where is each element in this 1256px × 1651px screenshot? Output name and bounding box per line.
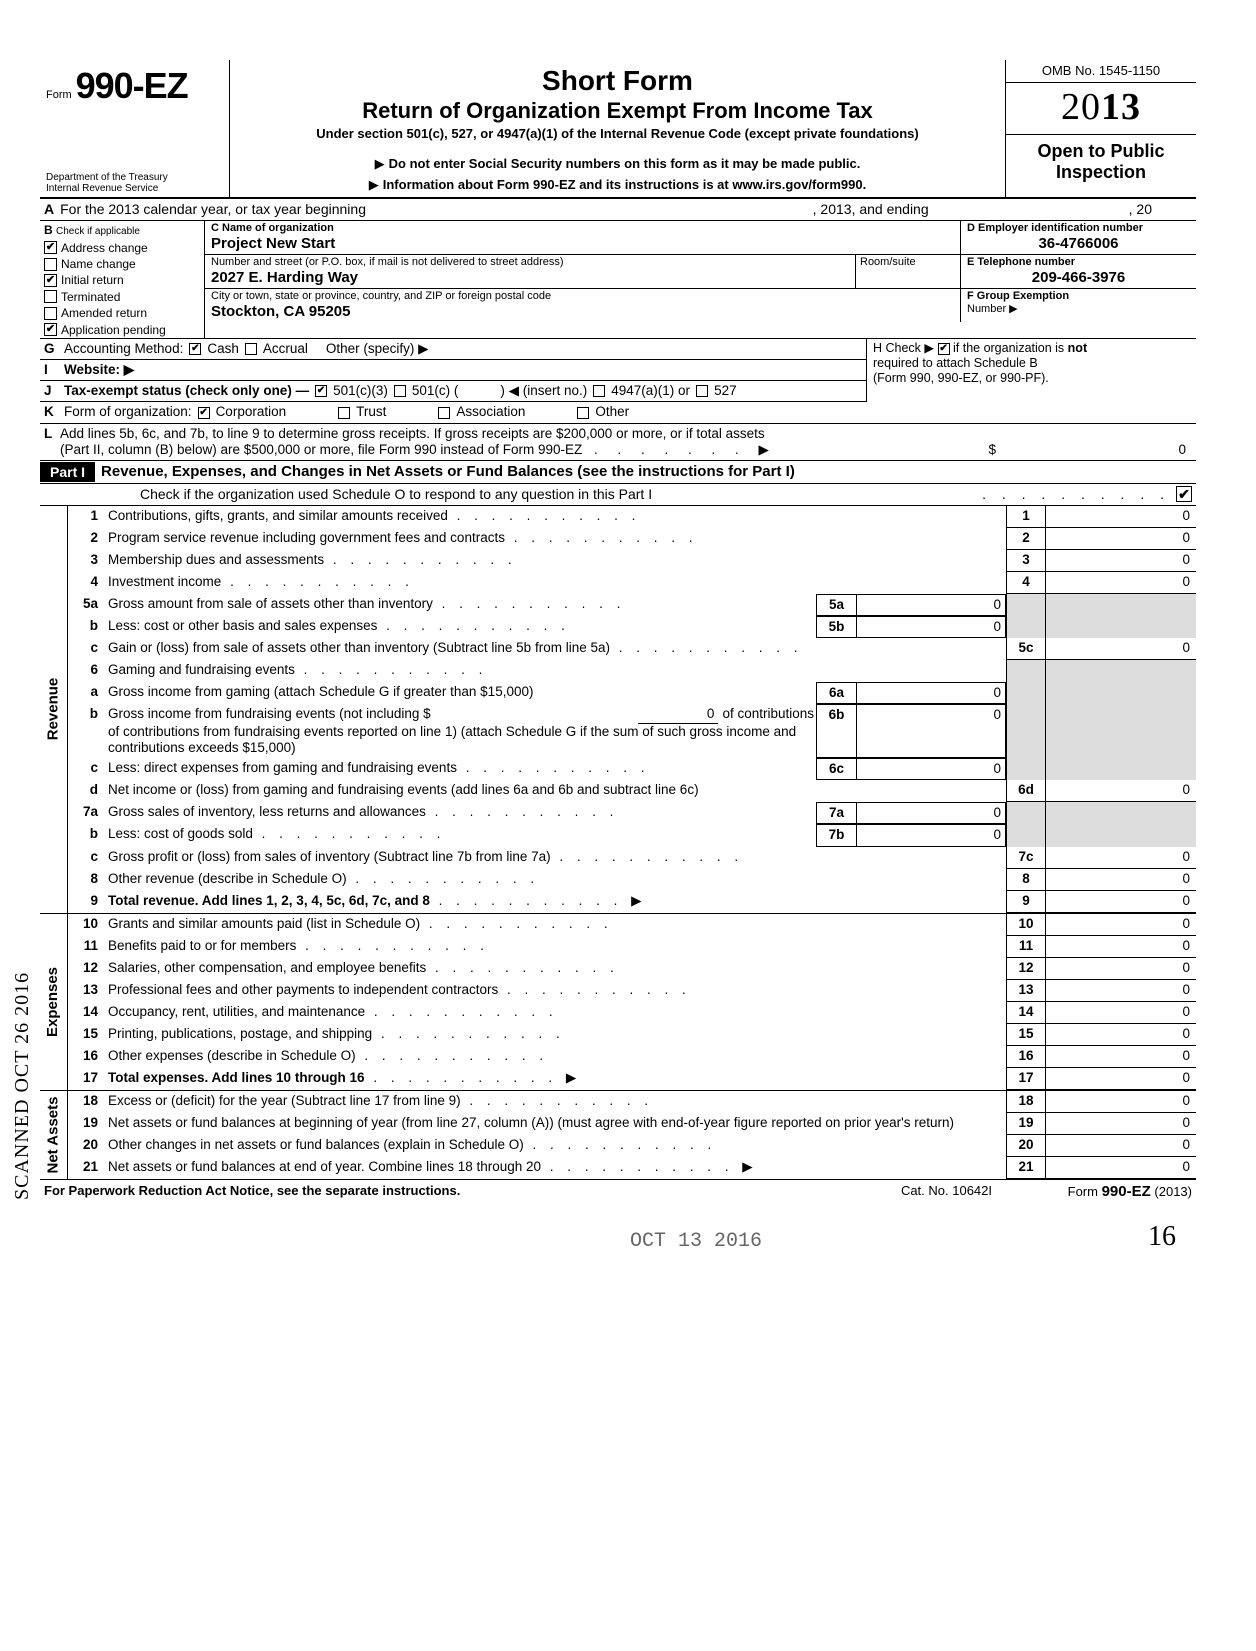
dept: Department of the Treasury Internal Reve…: [46, 172, 223, 195]
line-14: 14Occupancy, rent, utilities, and mainte…: [68, 1002, 1196, 1024]
line-a: aGross income from gaming (attach Schedu…: [68, 682, 1196, 704]
line-19: 19Net assets or fund balances at beginni…: [68, 1113, 1196, 1135]
line-d: dNet income or (loss) from gaming and fu…: [68, 780, 1196, 802]
line-c: cGain or (loss) from sale of assets othe…: [68, 638, 1196, 660]
form-page: SCANNED OCT 26 2016 Form 990-EZ Departme…: [40, 60, 1196, 1253]
title: Short Form: [238, 64, 997, 98]
checkbox[interactable]: ✔: [44, 323, 57, 336]
line-b: b Gross income from fundraising events (…: [68, 704, 1196, 758]
rows-g-h-i: G Accounting Method: ✔Cash Accrual Other…: [40, 339, 1196, 403]
checkbox[interactable]: ✔: [44, 241, 57, 254]
row-g: G Accounting Method: ✔Cash Accrual Other…: [40, 339, 866, 360]
line-2: 2Program service revenue including gover…: [68, 528, 1196, 550]
checkbox-other-org[interactable]: [577, 407, 589, 419]
checkbox-accrual[interactable]: [245, 343, 257, 355]
checkbox-row: Name change: [40, 256, 204, 272]
checkbox-schedule-o[interactable]: ✔: [1176, 486, 1192, 502]
subtitle: Return of Organization Exempt From Incom…: [238, 98, 997, 124]
section-revenue: Revenue1Contributions, gifts, grants, an…: [40, 506, 1196, 914]
under: Under section 501(c), 527, or 4947(a)(1)…: [238, 126, 997, 142]
line-4: 4Investment income . . . . . . . . . . .…: [68, 572, 1196, 594]
section-expenses: Expenses10Grants and similar amounts pai…: [40, 914, 1196, 1091]
note2: ▶Information about Form 990-EZ and its i…: [238, 177, 997, 193]
line-18: 18Excess or (deficit) for the year (Subt…: [68, 1091, 1196, 1113]
box-e-phone: E Telephone number 209-466-3976: [961, 255, 1196, 288]
checkbox-row: ✔Initial return: [40, 272, 204, 288]
box-room-suite: Room/suite: [856, 255, 961, 288]
checkbox[interactable]: [44, 290, 57, 303]
col-b: B Check if applicable ✔Address changeNam…: [40, 221, 205, 338]
part-1-check: Check if the organization used Schedule …: [40, 484, 1196, 506]
checkbox-row: ✔Address change: [40, 240, 204, 256]
box-c-name: C Name of organization Project New Start: [205, 221, 961, 254]
row-h: H Check ▶ ✔ if the organization is not r…: [866, 339, 1196, 403]
line-3: 3Membership dues and assessments . . . .…: [68, 550, 1196, 572]
line-17: 17Total expenses. Add lines 10 through 1…: [68, 1068, 1196, 1090]
box-c-street: Number and street (or P.O. box, if mail …: [205, 255, 856, 288]
line-c: cGross profit or (loss) from sales of in…: [68, 847, 1196, 869]
checkbox[interactable]: ✔: [44, 274, 57, 287]
row-j: J Tax-exempt status (check only one) — ✔…: [40, 381, 866, 402]
checkbox-assoc[interactable]: [438, 407, 450, 419]
line-c: cLess: direct expenses from gaming and f…: [68, 758, 1196, 780]
checkbox-cash[interactable]: ✔: [189, 343, 201, 355]
part-1-header: Part I Revenue, Expenses, and Changes in…: [40, 461, 1196, 484]
box-c-city: City or town, state or province, country…: [205, 289, 961, 322]
footer: For Paperwork Reduction Act Notice, see …: [40, 1180, 1196, 1204]
block-b-to-f: B Check if applicable ✔Address changeNam…: [40, 221, 1196, 339]
checkbox-corp[interactable]: ✔: [198, 407, 210, 419]
line-8: 8Other revenue (describe in Schedule O) …: [68, 869, 1196, 891]
side-label: Revenue: [40, 506, 68, 913]
open-to-public: Open to Public Inspection: [1006, 134, 1196, 188]
line-9: 9Total revenue. Add lines 1, 2, 3, 4, 5c…: [68, 891, 1196, 913]
checkbox-4947[interactable]: [593, 385, 605, 397]
header-right: OMB No. 1545-1150 2013 Open to Public In…: [1006, 60, 1196, 197]
line-7a: 7aGross sales of inventory, less returns…: [68, 802, 1196, 824]
tax-year: 2013: [1006, 83, 1196, 135]
checkbox-h[interactable]: ✔: [938, 343, 950, 355]
checkbox-501c[interactable]: [394, 385, 406, 397]
form-number: 990-EZ: [76, 65, 188, 106]
checkbox[interactable]: [44, 258, 57, 271]
section-net-assets: Net Assets18Excess or (deficit) for the …: [40, 1091, 1196, 1180]
line-13: 13Professional fees and other payments t…: [68, 980, 1196, 1002]
checkbox-501c3[interactable]: ✔: [315, 385, 327, 397]
line-6: 6Gaming and fundraising events . . . . .…: [68, 660, 1196, 682]
line-10: 10Grants and similar amounts paid (list …: [68, 914, 1196, 936]
row-a: A For the 2013 calendar year, or tax yea…: [40, 199, 1196, 221]
row-i: I Website: ▶: [40, 360, 866, 381]
form-header: Form 990-EZ Department of the Treasury I…: [40, 60, 1196, 199]
line-5a: 5aGross amount from sale of assets other…: [68, 594, 1196, 616]
row-k: K Form of organization: ✔Corporation Tru…: [40, 402, 1196, 423]
form-word: Form: [46, 89, 72, 101]
checkbox[interactable]: [44, 307, 57, 320]
line-21: 21Net assets or fund balances at end of …: [68, 1157, 1196, 1179]
line-16: 16Other expenses (describe in Schedule O…: [68, 1046, 1196, 1068]
scan-stamp: SCANNED OCT 26 2016: [10, 972, 34, 1200]
line-b: bLess: cost of goods sold . . . . . . . …: [68, 824, 1196, 846]
col-cdef: C Name of organization Project New Start…: [205, 221, 1196, 338]
checkbox-row: ✔Application pending: [40, 322, 204, 338]
note1: ▶Do not enter Social Security numbers on…: [238, 156, 997, 172]
line-12: 12Salaries, other compensation, and empl…: [68, 958, 1196, 980]
side-label: Net Assets: [40, 1091, 68, 1179]
checkbox-row: Amended return: [40, 305, 204, 321]
header-left: Form 990-EZ Department of the Treasury I…: [40, 60, 230, 197]
omb: OMB No. 1545-1150: [1006, 60, 1196, 83]
page-number: 16: [40, 1220, 1196, 1254]
line-11: 11Benefits paid to or for members . . . …: [68, 936, 1196, 958]
checkbox-row: Terminated: [40, 289, 204, 305]
box-f-group: F Group Exemption Number ▶: [961, 289, 1196, 322]
row-l: LAdd lines 5b, 6c, and 7b, to line 9 to …: [40, 424, 1196, 461]
checkbox-trust[interactable]: [338, 407, 350, 419]
box-d-ein: D Employer identification number 36-4766…: [961, 221, 1196, 254]
header-center: Short Form Return of Organization Exempt…: [230, 60, 1006, 197]
checkbox-527[interactable]: [696, 385, 708, 397]
line-b: bLess: cost or other basis and sales exp…: [68, 616, 1196, 638]
line-15: 15Printing, publications, postage, and s…: [68, 1024, 1196, 1046]
side-label: Expenses: [40, 914, 68, 1090]
line-1: 1Contributions, gifts, grants, and simil…: [68, 506, 1196, 528]
line-20: 20Other changes in net assets or fund ba…: [68, 1135, 1196, 1157]
